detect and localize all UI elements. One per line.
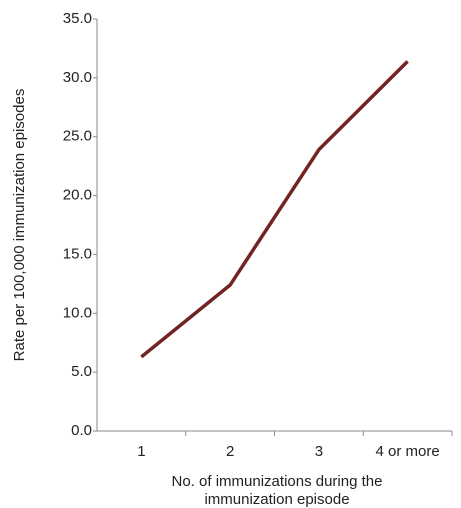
x-axis-title: immunization episode — [204, 491, 349, 508]
data-line — [140, 60, 409, 359]
y-tick-label: 10.0 — [63, 304, 92, 321]
y-axis-title: Rate per 100,000 immunization episodes — [11, 89, 28, 362]
y-tick-label: 15.0 — [63, 245, 92, 262]
y-tick-label: 30.0 — [63, 69, 92, 86]
y-tick-label: 35.0 — [63, 10, 92, 27]
x-tick-label: 3 — [315, 443, 323, 460]
y-tick-label: 0.0 — [71, 422, 92, 439]
y-tick-label: 5.0 — [71, 363, 92, 380]
x-axis-title: No. of immunizations during the — [172, 473, 383, 490]
x-tick-label: 2 — [226, 443, 234, 460]
y-tick-label: 20.0 — [63, 187, 92, 204]
x-tick-label: 4 or more — [376, 443, 440, 460]
y-tick-label: 25.0 — [63, 128, 92, 145]
x-tick-label: 1 — [137, 443, 145, 460]
